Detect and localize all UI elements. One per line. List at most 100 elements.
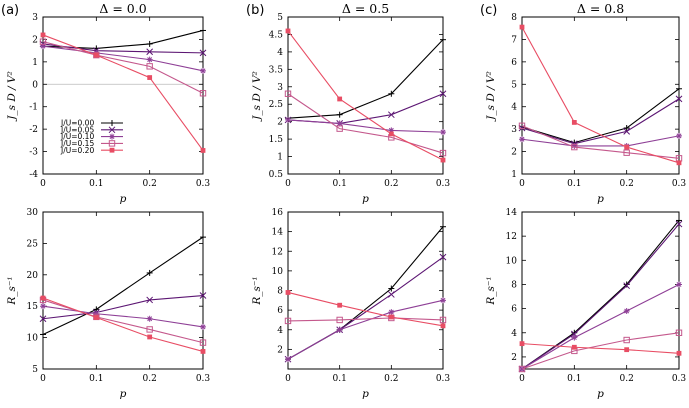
open-square-marker [39,38,47,45]
series-line [521,98,680,145]
y-tick-label: 5 [511,80,517,90]
open-square-marker [146,63,153,70]
series-J/U=0.20 [40,295,206,354]
open-square-marker [439,149,447,157]
cross-marker [439,90,447,98]
cross-marker [439,253,447,261]
star-marker [200,323,206,330]
filled-square-marker [676,160,682,166]
series-J/U=0.20 [519,24,682,166]
star-marker [440,297,446,304]
filled-square-marker [519,24,525,30]
series-J/U=0.15 [518,329,683,373]
series-J/U=0.20 [40,32,206,153]
filled-square-marker [93,52,99,58]
star-marker [109,133,115,140]
star-marker [571,334,578,341]
x-axis-label: p [120,193,127,205]
open-square-marker [284,317,292,325]
x-tick-label: 0 [40,374,46,384]
filled-square-marker [337,96,343,102]
y-tick-label: -3 [29,148,38,158]
star-marker [519,136,525,143]
y-tick-label: 1.5 [269,135,284,145]
x-tick-label: 0 [285,374,291,384]
y-tick-label: -4 [29,170,38,180]
x-axis-label: p [597,388,604,400]
cross-marker [623,282,631,290]
filled-square-marker [676,350,682,356]
series-line [287,30,444,161]
plot-frame [521,16,680,175]
series-line [42,45,204,72]
legend-item: J/U=0.00 [60,119,123,128]
y-tick-label: 6 [511,58,517,68]
filled-square-marker [285,290,291,295]
y-axis-label: J_s D / V² [485,71,497,122]
star-marker [200,67,206,74]
series-line [521,26,680,164]
x-tick-label: 0 [519,374,525,384]
y-tick-label: 8 [511,13,517,23]
y-tick-label: 8 [277,287,283,297]
plot-frame [42,211,204,370]
filled-square-marker [624,347,630,353]
panel-b-bottom: 0 0.1 0.2 0.3 2 4 6 8 10 12 14 16 p R_s⁻¹ [251,208,450,400]
plot-frame [287,16,444,175]
y-tick-label: 2 [511,148,517,158]
y-tick-label: 5 [32,365,38,375]
legend-item: J/U=0.15 [60,139,123,148]
x-axis-label: p [597,193,604,205]
series-line [42,299,204,344]
x-tick-label: 0.2 [384,179,398,189]
cross-marker [387,291,395,298]
y-tick-label: -2 [29,125,38,135]
x-tick-label: 0.1 [567,374,581,384]
open-square-marker [518,122,526,129]
star-marker [571,142,578,149]
y-tick-label: 6 [277,306,283,316]
series-J/U=0.15 [284,90,447,157]
star-marker [336,326,343,333]
y-tick-label: 8 [511,280,517,290]
filled-square-marker [200,349,206,354]
star-marker [40,43,46,50]
x-tick-label: 0 [40,179,46,189]
legend-label: J/U=0.20 [60,146,94,155]
series-line [42,43,204,54]
series-J/U=0.00 [40,234,206,338]
y-axis-label: J_s D / V² [251,71,263,122]
x-tick-label: 0.3 [436,374,451,384]
y-axis-label: R_s⁻¹ [6,276,18,305]
filled-square-marker [440,157,446,163]
filled-square-marker [440,323,446,329]
cross-marker [39,315,47,323]
open-square-marker [93,51,100,59]
x-tick-label: 0.3 [672,179,687,189]
legend-item: J/U=0.05 [60,125,123,134]
open-square-marker [439,316,447,324]
series-J/U=0.15 [39,296,207,346]
series-J/U=0.20 [285,28,446,163]
y-tick-label: 10 [272,267,284,277]
series-J/U=0.00 [519,85,682,146]
legend-item: J/U=0.20 [60,146,123,155]
legend-label: J/U=0.15 [60,139,94,148]
filled-square-marker [40,295,46,301]
star-marker [285,116,291,123]
x-tick-label: 0 [519,179,525,189]
x-tick-label: 0 [285,179,291,189]
open-square-marker [284,90,292,97]
x-tick-label: 0.1 [333,374,347,384]
star-marker [146,315,153,322]
cross-marker [146,48,154,56]
x-tick-label: 0.1 [333,179,347,189]
y-tick-label: 1 [32,58,38,68]
series-J/U=0.10 [285,116,446,136]
x-tick-label: 0.1 [567,179,581,189]
cross-marker [675,95,683,103]
legend-label: J/U=0.00 [60,119,94,128]
x-tick-label: 0.2 [620,179,634,189]
panel-label: (b) [246,3,264,18]
filled-square-marker [147,334,153,340]
